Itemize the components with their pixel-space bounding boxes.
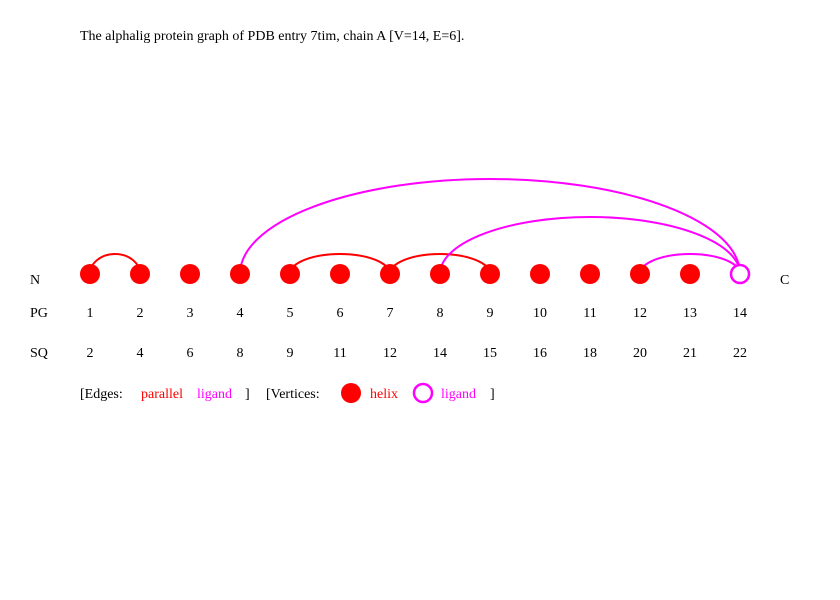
- legend-edges-open: [Edges:: [80, 387, 123, 402]
- pg-label-5: 5: [287, 306, 294, 321]
- vertex-helix-10: [530, 264, 550, 284]
- sq-label-9: 15: [483, 346, 497, 361]
- vertex-helix-12: [630, 264, 650, 284]
- pg-label-2: 2: [137, 306, 144, 321]
- pg-label-10: 10: [533, 306, 547, 321]
- vertex-helix-5: [280, 264, 300, 284]
- pg-label-8: 8: [437, 306, 444, 321]
- sq-label-1: 2: [87, 346, 94, 361]
- sq-label-8: 14: [433, 346, 447, 361]
- pg-label-6: 6: [337, 306, 344, 321]
- legend-vertex-helix: helix: [370, 387, 398, 402]
- legend-vertices-close: ]: [490, 387, 495, 402]
- vertices-layer: [80, 263, 751, 285]
- vertex-helix-9: [480, 264, 500, 284]
- pg-label-12: 12: [633, 306, 647, 321]
- legend-vertices-open: [Vertices:: [266, 387, 320, 402]
- vertex-helix-7: [380, 264, 400, 284]
- vertex-helix-6: [330, 264, 350, 284]
- pg-row-label: PG: [30, 306, 48, 321]
- sq-labels-layer: 2 4 6 8 9 11 12 14 15 16 18 20 21 22: [87, 346, 748, 361]
- pg-label-4: 4: [237, 306, 244, 321]
- sq-label-5: 9: [287, 346, 294, 361]
- legend-edges-close: ]: [245, 387, 250, 402]
- pg-label-7: 7: [387, 306, 394, 321]
- sq-label-11: 18: [583, 346, 597, 361]
- pg-label-9: 9: [487, 306, 494, 321]
- sq-label-14: 22: [733, 346, 747, 361]
- pg-label-13: 13: [683, 306, 697, 321]
- vertex-helix-3: [180, 264, 200, 284]
- sq-label-2: 4: [137, 346, 144, 361]
- vertex-helix-2: [130, 264, 150, 284]
- sq-label-7: 12: [383, 346, 397, 361]
- vertex-helix-4: [230, 264, 250, 284]
- vertex-helix-11: [580, 264, 600, 284]
- legend-helix-vertex-icon: [341, 383, 361, 403]
- legend-ligand-vertex-icon: [412, 382, 434, 404]
- legend: [Edges: parallel ligand ] [Vertices: hel…: [80, 382, 495, 404]
- sq-label-12: 20: [633, 346, 647, 361]
- pg-label-11: 11: [583, 306, 596, 321]
- sq-label-3: 6: [187, 346, 194, 361]
- vertex-helix-1: [80, 264, 100, 284]
- pg-label-1: 1: [87, 306, 94, 321]
- vertex-ligand-14: [729, 263, 751, 285]
- n-terminus-label: N: [30, 273, 40, 288]
- sq-label-4: 8: [237, 346, 244, 361]
- sq-label-10: 16: [533, 346, 547, 361]
- legend-edge-ligand: ligand: [197, 387, 232, 402]
- vertex-helix-13: [680, 264, 700, 284]
- page-title: The alphalig protein graph of PDB entry …: [80, 29, 464, 44]
- edge-ligand-8-14: [439, 216, 741, 275]
- legend-vertex-ligand: ligand: [441, 387, 476, 402]
- pg-label-14: 14: [733, 306, 747, 321]
- pg-labels-layer: 1 2 3 4 5 6 7 8 9 10 11 12 13 14: [87, 306, 748, 321]
- sq-label-6: 11: [333, 346, 346, 361]
- sq-row-label: SQ: [30, 346, 48, 361]
- vertex-helix-8: [430, 264, 450, 284]
- sq-label-13: 21: [683, 346, 697, 361]
- legend-edge-parallel: parallel: [141, 387, 183, 402]
- c-terminus-label: C: [780, 273, 789, 288]
- edge-ligand-4-14: [239, 178, 741, 275]
- pg-label-3: 3: [187, 306, 194, 321]
- edges-layer: [89, 178, 741, 275]
